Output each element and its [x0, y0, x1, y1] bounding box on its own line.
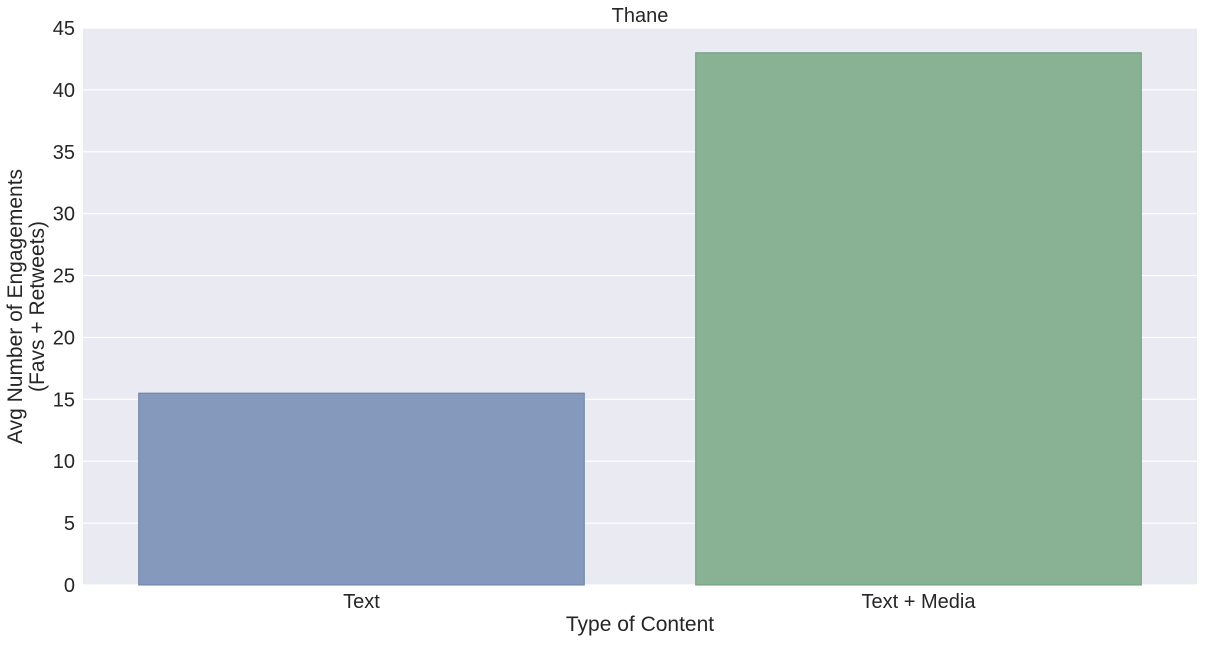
- y-tick-label: 45: [53, 18, 75, 40]
- bars: [138, 52, 1142, 586]
- y-tick-label: 30: [53, 204, 75, 226]
- y-axis-title-line-2: (Favs + Retweets): [26, 221, 49, 392]
- y-tick-label: 40: [53, 80, 75, 102]
- y-tick-label: 20: [53, 327, 75, 349]
- x-tick-label: Text: [343, 591, 380, 613]
- y-axis-title-line-1: Avg Number of Engagements: [4, 169, 27, 444]
- bar-text-media: [695, 52, 1142, 586]
- y-tick-label: 5: [64, 513, 75, 535]
- chart-title: Thane: [612, 5, 669, 27]
- y-tick-label: 25: [53, 266, 75, 288]
- y-tick-label: 0: [64, 575, 75, 597]
- x-tick-label: Text + Media: [862, 591, 977, 613]
- bar-text: [138, 392, 585, 586]
- x-axis-ticks: Text Text + Media: [343, 591, 976, 613]
- y-axis-ticks: 0 5 10 15 20 25 30 35 40 45: [53, 18, 75, 597]
- y-tick-label: 15: [53, 389, 75, 411]
- x-axis-title: Type of Content: [566, 613, 714, 636]
- y-tick-label: 10: [53, 451, 75, 473]
- y-tick-label: 35: [53, 142, 75, 164]
